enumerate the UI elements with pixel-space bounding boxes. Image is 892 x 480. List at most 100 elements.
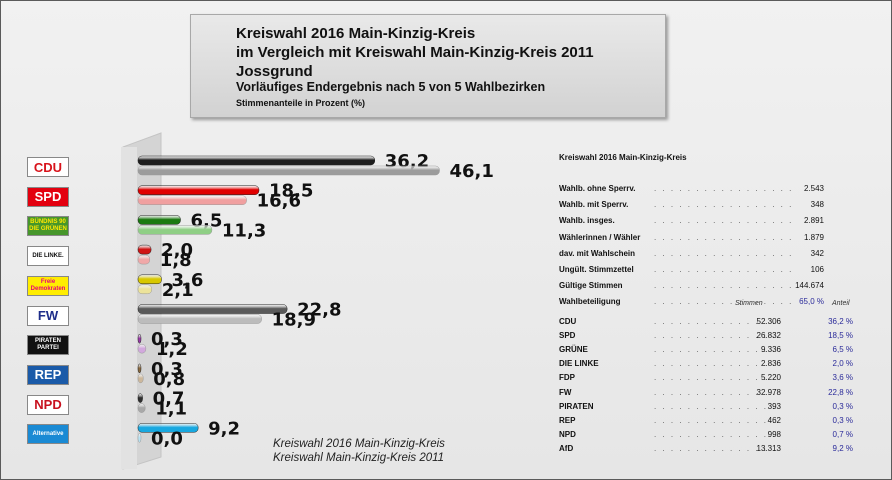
dot-leader: . . . . . . . . . . . . . . . . . (654, 387, 774, 397)
stats-row: Wahlb. insges. . . . . . . . . . . . . .… (559, 216, 859, 228)
title-municipality: Jossgrund (236, 63, 313, 80)
stats-row-value: 65,0 % (799, 297, 824, 307)
label-afd-2016: 9,2 (208, 418, 240, 439)
party-result-row: DIE LINKE . . . . . . . . . . . . . . . … (559, 359, 859, 371)
label-npd-2011: 1,1 (155, 399, 187, 420)
label-piraten-2016: 0,3 (151, 329, 183, 350)
bar-die-linke-2016 (137, 244, 152, 255)
piraten-logo: PIRATEN PARTEI (27, 335, 69, 356)
party-votes: 26.832 (756, 331, 781, 341)
label-piraten-2011: 1,2 (156, 339, 188, 360)
bar-spd-2011 (137, 195, 247, 205)
dot-leader: . . . . . . . . . . . . . . . . . (654, 401, 774, 411)
party-result-row: NPD . . . . . . . . . . . . . . . . .998… (559, 430, 859, 442)
dot-leader: . . . . . . . . . . . . . . . . . (654, 317, 774, 326)
title-line-2: im Vergleich mit Kreiswahl Main-Kinzig-K… (236, 44, 594, 61)
party-result-row: CDU . . . . . . . . . . . . . . . . .52.… (559, 317, 859, 329)
party-result-row: FW . . . . . . . . . . . . . . . . .32.9… (559, 388, 859, 400)
label-spd-2011: 16,6 (257, 191, 301, 212)
party-votes: 52.306 (756, 317, 781, 326)
label-fw-2011: 18,9 (272, 310, 316, 331)
stats-row: Wahlbeteiligung . . . . . . . . . . . . … (559, 297, 859, 309)
party-share: 22,8 % (828, 387, 853, 397)
party-name: FW (559, 387, 572, 397)
stats-row: Wahlb. mit Sperrv. . . . . . . . . . . .… (559, 200, 859, 212)
title-subtitle: Vorläufiges Endergebnis nach 5 von 5 Wah… (236, 80, 546, 94)
label-spd-2016: 18,5 (269, 181, 313, 202)
dot-leader: . . . . . . . . . . . . . . . . . (654, 265, 794, 274)
label-fdp-2011: 2,1 (162, 280, 194, 301)
bar-chart: 36,2 46,118,516,66,5 11,32,01,83,62,122,81… (121, 132, 494, 470)
title-line-1: Kreiswahl 2016 Main-Kinzig-Kreis (236, 25, 476, 42)
stats-row-label: Wahlb. insges. (559, 216, 615, 226)
party-result-row: GRÜNE . . . . . . . . . . . . . . . . .9… (559, 345, 859, 357)
party-share: 0,7 % (832, 429, 853, 439)
party-result-row: FDP . . . . . . . . . . . . . . . . .5.2… (559, 373, 859, 385)
party-name: AfD (559, 443, 574, 453)
bar-afd-2016 (137, 423, 199, 433)
party-name: GRÜNE (559, 345, 588, 355)
party-share: 0,3 % (832, 415, 853, 425)
stats-title: Kreiswahl 2016 Main-Kinzig-Kreis (559, 153, 687, 162)
bar-rep-2011 (137, 373, 144, 384)
dot-leader: . . . . . . . . . . . . . . . . . (654, 429, 774, 439)
party-votes: 393 (767, 401, 781, 411)
stats-row-label: Wählerinnen / Wähler (559, 232, 641, 242)
party-name: NPD (559, 429, 576, 439)
label-afd-2011: 0,0 (151, 428, 183, 449)
party-votes: 5.220 (760, 373, 781, 383)
stats-row-label: Ungült. Stimmzettel (559, 265, 634, 274)
bar-fdp-2011 (137, 284, 152, 295)
dot-leader: . . . . . . . . . . . . . . . . . (654, 373, 774, 383)
dot-leader: . . . . . . . . . . . . . . . . . (654, 359, 774, 369)
dot-leader: . . . . . . . . . . . . . . . . . (654, 232, 794, 242)
stats-row: dav. mit Wahlschein . . . . . . . . . . … (559, 249, 859, 261)
party-result-row: SPD . . . . . . . . . . . . . . . . .26.… (559, 331, 859, 343)
label-die-linke-2011: 1,8 (160, 250, 192, 271)
bar-npd-2016 (137, 393, 143, 403)
party-votes: 2.836 (760, 359, 781, 369)
bar-rep-2016 (137, 363, 142, 374)
stats-row-value: 144.674 (795, 281, 824, 291)
bar-grüne-2016 (137, 215, 181, 225)
stats-row-label: Wahlb. mit Sperrv. (559, 200, 629, 210)
stats-row: Ungült. Stimmzettel . . . . . . . . . . … (559, 265, 859, 277)
stats-row: Wahlb. ohne Sperrv. . . . . . . . . . . … (559, 184, 859, 196)
fdp-logo: Freie Demokraten (27, 275, 69, 296)
stats-row-value: 342 (810, 248, 824, 258)
dot-leader: . . . . . . . . . . . . . . . . . (654, 345, 774, 355)
dot-leader: . . . . . . . . . . . . . . . . . (654, 200, 794, 210)
party-name: FDP (559, 373, 575, 383)
party-name: PIRATEN (559, 401, 594, 411)
bar-fdp-2016 (137, 274, 162, 285)
title-unit-note: Stimmenanteile in Prozent (%) (236, 98, 366, 108)
party-result-row: PIRATEN . . . . . . . . . . . . . . . . … (559, 402, 859, 414)
bar-fw-2016 (137, 304, 288, 314)
party-share: 18,5 % (828, 331, 853, 341)
party-name: DIE LINKE (559, 359, 599, 369)
dot-leader: . . . . . . . . . . . . . . . . . (654, 331, 774, 341)
label-fw-2016: 22,8 (297, 300, 341, 321)
npd-logo: NPD (27, 394, 69, 415)
bar-piraten-2011 (137, 343, 147, 354)
label-rep-2011: 0,8 (153, 369, 185, 390)
bar-afd-2011 (137, 433, 142, 443)
dot-leader: . . . . . . . . . . . . . . . . . (654, 415, 774, 425)
stats-row-value: 2.543 (803, 184, 824, 193)
title-box: Kreiswahl 2016 Main-Kinzig-Kreis im Verg… (190, 14, 666, 118)
stats-row-label: Wahlb. ohne Sperrv. (559, 184, 636, 193)
dot-leader: . . . . . . . . . . . . . . . . . (654, 184, 794, 193)
stats-row-value: 1.879 (803, 232, 824, 242)
party-share: 9,2 % (832, 443, 853, 453)
legend-2011: Kreiswahl Main-Kinzig-Kreis 2011 (273, 452, 445, 464)
label-grüne-2011: 11,3 (222, 220, 266, 241)
col-header-stimmen: Stimmen (735, 300, 763, 307)
bar-cdu-2011 (137, 165, 440, 176)
label-die-linke-2016: 2,0 (161, 240, 193, 261)
party-share: 36,2 % (828, 317, 853, 326)
party-votes: 9.336 (760, 345, 781, 355)
gruene-logo: BÜNDNIS 90 DIE GRÜNEN (27, 216, 69, 237)
stats-row-value: 348 (810, 200, 824, 210)
party-name: SPD (559, 331, 576, 341)
party-share: 6,5 % (832, 345, 853, 355)
